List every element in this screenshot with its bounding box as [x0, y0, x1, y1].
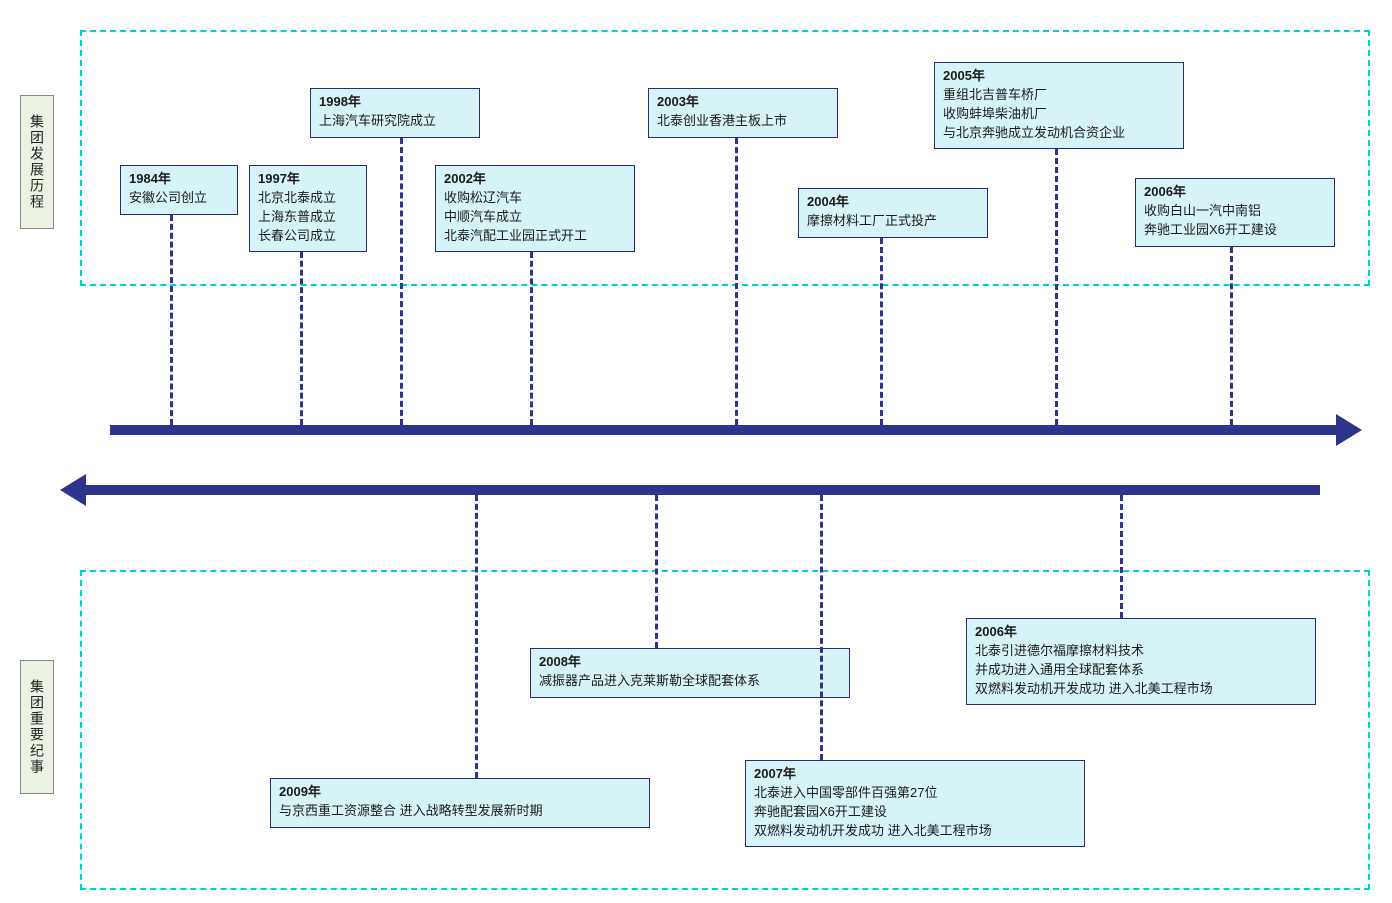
- event-connector: [655, 495, 658, 648]
- event-year: 2006年: [1144, 183, 1326, 202]
- timeline-arrow-top: [110, 425, 1336, 435]
- event-year: 2006年: [975, 623, 1307, 642]
- event-connector: [880, 238, 883, 425]
- event-box: 1997年北京北泰成立上海东普成立长春公司成立: [249, 165, 367, 252]
- event-line: 与北京奔驰成立发动机合资企业: [943, 124, 1175, 143]
- timeline-arrowhead-left-icon: [60, 474, 86, 506]
- event-year: 1998年: [319, 93, 471, 112]
- event-connector: [475, 495, 478, 778]
- event-line: 收购蚌埠柴油机厂: [943, 105, 1175, 124]
- event-box: 1984年安徽公司创立: [120, 165, 238, 215]
- event-connector: [1055, 149, 1058, 425]
- event-box: 2008年减振器产品进入克莱斯勒全球配套体系: [530, 648, 850, 698]
- bottom-section-label-text: 集团重要纪事: [29, 679, 45, 775]
- event-line: 奔驰工业园X6开工建设: [1144, 221, 1326, 240]
- bottom-section-label: 集团重要纪事: [20, 660, 54, 794]
- event-box: 1998年上海汽车研究院成立: [310, 88, 480, 138]
- event-line: 摩擦材料工厂正式投产: [807, 212, 979, 231]
- timeline-arrow-bottom: [86, 485, 1320, 495]
- event-line: 收购松辽汽车: [444, 189, 626, 208]
- event-connector: [300, 252, 303, 425]
- event-line: 减振器产品进入克莱斯勒全球配套体系: [539, 672, 841, 691]
- event-year: 2008年: [539, 653, 841, 672]
- event-line: 北泰进入中国零部件百强第27位: [754, 784, 1076, 803]
- event-line: 双燃料发动机开发成功 进入北美工程市场: [975, 680, 1307, 699]
- event-connector: [530, 252, 533, 425]
- event-box: 2004年摩擦材料工厂正式投产: [798, 188, 988, 238]
- timeline-arrowhead-right-icon: [1336, 414, 1362, 446]
- event-year: 2007年: [754, 765, 1076, 784]
- event-connector: [400, 138, 403, 425]
- event-line: 安徽公司创立: [129, 189, 229, 208]
- event-box: 2006年收购白山一汽中南铝奔驰工业园X6开工建设: [1135, 178, 1335, 247]
- event-line: 北泰引进德尔福摩擦材料技术: [975, 642, 1307, 661]
- event-box: 2003年北泰创业香港主板上市: [648, 88, 838, 138]
- event-connector: [820, 495, 823, 760]
- event-box: 2006年北泰引进德尔福摩擦材料技术并成功进入通用全球配套体系双燃料发动机开发成…: [966, 618, 1316, 705]
- event-year: 2005年: [943, 67, 1175, 86]
- event-connector: [735, 138, 738, 425]
- event-box: 2009年与京西重工资源整合 进入战略转型发展新时期: [270, 778, 650, 828]
- event-line: 长春公司成立: [258, 227, 358, 246]
- event-line: 并成功进入通用全球配套体系: [975, 661, 1307, 680]
- event-line: 与京西重工资源整合 进入战略转型发展新时期: [279, 802, 641, 821]
- event-line: 北泰创业香港主板上市: [657, 112, 829, 131]
- event-box: 2007年北泰进入中国零部件百强第27位奔驰配套园X6开工建设双燃料发动机开发成…: [745, 760, 1085, 847]
- event-year: 1984年: [129, 170, 229, 189]
- event-box: 2002年收购松辽汽车中顺汽车成立北泰汽配工业园正式开工: [435, 165, 635, 252]
- event-line: 双燃料发动机开发成功 进入北美工程市场: [754, 822, 1076, 841]
- event-line: 北京北泰成立: [258, 189, 358, 208]
- event-line: 重组北吉普车桥厂: [943, 86, 1175, 105]
- event-year: 2002年: [444, 170, 626, 189]
- event-year: 2004年: [807, 193, 979, 212]
- event-line: 中顺汽车成立: [444, 208, 626, 227]
- event-connector: [1120, 495, 1123, 618]
- event-year: 1997年: [258, 170, 358, 189]
- event-line: 收购白山一汽中南铝: [1144, 202, 1326, 221]
- event-line: 上海东普成立: [258, 208, 358, 227]
- event-year: 2003年: [657, 93, 829, 112]
- event-line: 上海汽车研究院成立: [319, 112, 471, 131]
- top-section-label-text: 集团发展历程: [29, 114, 45, 210]
- top-section-label: 集团发展历程: [20, 95, 54, 229]
- event-box: 2005年重组北吉普车桥厂收购蚌埠柴油机厂与北京奔驰成立发动机合资企业: [934, 62, 1184, 149]
- event-line: 北泰汽配工业园正式开工: [444, 227, 626, 246]
- event-year: 2009年: [279, 783, 641, 802]
- event-connector: [170, 215, 173, 425]
- event-line: 奔驰配套园X6开工建设: [754, 803, 1076, 822]
- event-connector: [1230, 247, 1233, 425]
